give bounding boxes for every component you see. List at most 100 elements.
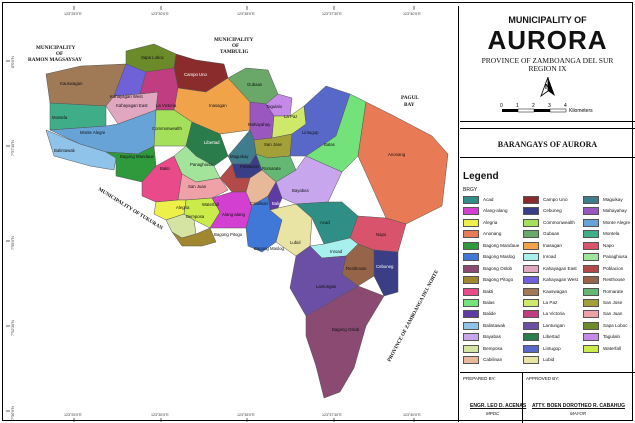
map-label-san-juan: San Juan: [188, 184, 207, 189]
legend-item-label: Lubid: [543, 357, 555, 363]
legend-item-label: Balintawak: [483, 322, 506, 328]
signature-block: PREPARED BY: ENGR. LEO D. ACENAS MPDC AP…: [460, 372, 635, 423]
neighbor-tambulig-line2: OF: [232, 43, 239, 49]
region-bagong-oslob: [305, 285, 385, 399]
region-bayabas: [275, 155, 343, 205]
legend-item-label: Libertad: [543, 334, 560, 340]
legend-item-label: Bagong Mandaue: [483, 242, 520, 248]
north-arrow-icon: N: [540, 76, 555, 98]
legend-item-label: Romarate: [603, 288, 624, 294]
map-label-bagong-oslob: Bagong Oslob: [332, 327, 360, 332]
legend-item-label: La Victoria: [543, 311, 565, 317]
legend-item-label: Montela: [603, 231, 620, 237]
map-label-monte-alegre: Monte Alegre: [80, 130, 106, 135]
map-label-lintugop: Lintugop: [302, 130, 319, 135]
legend-item-label: Anonang: [483, 231, 502, 237]
region-bagong-pitogo: [171, 227, 217, 247]
legend-item-label: La Paz: [543, 299, 558, 305]
map-label-acad: Acad: [320, 220, 330, 225]
legend-item-label: Commonwealth: [543, 219, 575, 225]
legend-swatch: [583, 264, 599, 273]
map-label-resthouse: Resthouse: [346, 266, 367, 271]
approved-label: APPROVED BY:: [526, 376, 560, 381]
legend-swatch: [463, 218, 479, 227]
coord-top-2: 123°30'0"E: [151, 12, 169, 16]
map-label-commonwealth: Commonwealth: [152, 126, 182, 131]
title-region: REGION IX: [528, 64, 567, 73]
legend-swatch: [583, 218, 599, 227]
title-municipality-of: MUNICIPALITY OF: [508, 15, 587, 25]
map-label-san-jose: San Jose: [264, 142, 283, 147]
legend-item-label: Mahayahay: [603, 208, 627, 214]
subtitle: BARANGAYS OF AURORA: [497, 140, 598, 149]
legend-swatch: [583, 298, 599, 307]
map-label-la-victoria: La Victoria: [156, 103, 177, 108]
legend-item-label: Monte Alegre: [603, 219, 631, 225]
legend-item-label: Bagong Maslog: [483, 254, 515, 260]
legend-swatch: [583, 230, 599, 239]
legend-swatch: [463, 241, 479, 250]
legend-swatch: [463, 207, 479, 216]
neighbor-ramon-line3: RAMON MAGSAYSAY: [28, 57, 82, 63]
prepared-label: PREPARED BY:: [463, 376, 496, 381]
barangay-map: 123°25'0"E 123°30'0"E 123°35'0"E 123°37'…: [6, 6, 449, 422]
map-label-sapa-loboc: Sapa Loboc: [141, 55, 165, 60]
legend-item-label: Cabilinan: [483, 357, 503, 363]
legend-category: BRGY: [463, 187, 478, 193]
map-label-mahayahay: Mahayahay: [248, 122, 271, 127]
legend-item-label: Alegria: [483, 219, 498, 225]
legend-swatch: [463, 356, 479, 365]
legend-item-label: San Juan: [603, 311, 623, 317]
map-label-tagulalo: Tagulalo: [266, 104, 283, 109]
legend-item-label: Panaghiusa: [603, 254, 628, 260]
legend-item-label: Gubaan: [543, 231, 560, 237]
legend-item-label: Inroad: [543, 254, 557, 260]
north-letter: N: [545, 84, 550, 91]
scale-tick-2: 2: [532, 103, 535, 109]
coord-top-5: 123°40'0"E: [403, 12, 421, 16]
scale-tick-3: 3: [548, 103, 551, 109]
legend-swatch: [523, 310, 539, 319]
legend-swatch: [523, 264, 539, 273]
legend-item-label: Acad: [483, 197, 494, 202]
legend-swatch: [583, 253, 599, 262]
coord-top-1: 123°25'0"E: [64, 12, 82, 16]
legend-swatch: [583, 241, 599, 250]
legend-item-label: Bemposa: [483, 345, 503, 351]
legend-swatch: [463, 276, 479, 285]
legend-swatch: [463, 196, 479, 204]
map-label-bayabas: Bayabas: [292, 188, 309, 193]
legend-swatch: [523, 276, 539, 285]
neighbor-pagul-line2: BAY: [404, 102, 415, 108]
map-label-gubaan: Gubaan: [247, 82, 263, 87]
legend-item-label: Cebuneg: [543, 208, 562, 214]
legend-item-label: Poblacion: [603, 265, 624, 271]
map-label-bemposa: Bemposa: [186, 214, 205, 219]
legend-swatch: [463, 344, 479, 353]
legend-panel: MUNICIPALITY OF AURORA PROVINCE OF ZAMBO…: [460, 6, 635, 423]
coord-left-2: 7°57'30"N: [11, 140, 15, 156]
map-label-bagong-pitogo: Bagong Pitogo: [214, 232, 243, 237]
title-province: PROVINCE OF ZAMBOANGA DEL SUR: [481, 56, 614, 65]
legend-swatch: [463, 321, 479, 330]
scale-unit: Kilometers: [569, 108, 593, 114]
map-label-la-paz: La Paz: [284, 114, 297, 119]
neighbor-pagul-line1: PAGUL: [401, 95, 419, 101]
legend-item-label: Waterfall: [603, 345, 621, 351]
title-block: MUNICIPALITY OF AURORA PROVINCE OF ZAMBO…: [460, 6, 635, 122]
map-label-romarate: Romarate: [262, 166, 281, 171]
legend-item-label: Tagulalo: [603, 334, 621, 340]
legend-swatch: [583, 310, 599, 319]
region-cebuneg-south: [373, 249, 399, 297]
legend-swatch: [583, 196, 599, 204]
scale-bar: 0 1 2 3 4 Kilometers: [500, 103, 593, 114]
map-label-inasagan: Inasagan: [209, 103, 227, 108]
legend-item-label: Inasagan: [543, 242, 562, 248]
approved-position: MAYOR: [570, 411, 587, 416]
map-label-cabilinan: Cabilinan: [250, 201, 269, 206]
legend-item-label: Resthouse: [603, 277, 625, 283]
legend-title: Legend: [463, 171, 499, 182]
legend-swatch: [523, 321, 539, 330]
legend-item-label: Napo: [603, 242, 614, 248]
approved-name: ATTY. BOEN DOROTHEO R. CABAHUG: [532, 403, 625, 409]
